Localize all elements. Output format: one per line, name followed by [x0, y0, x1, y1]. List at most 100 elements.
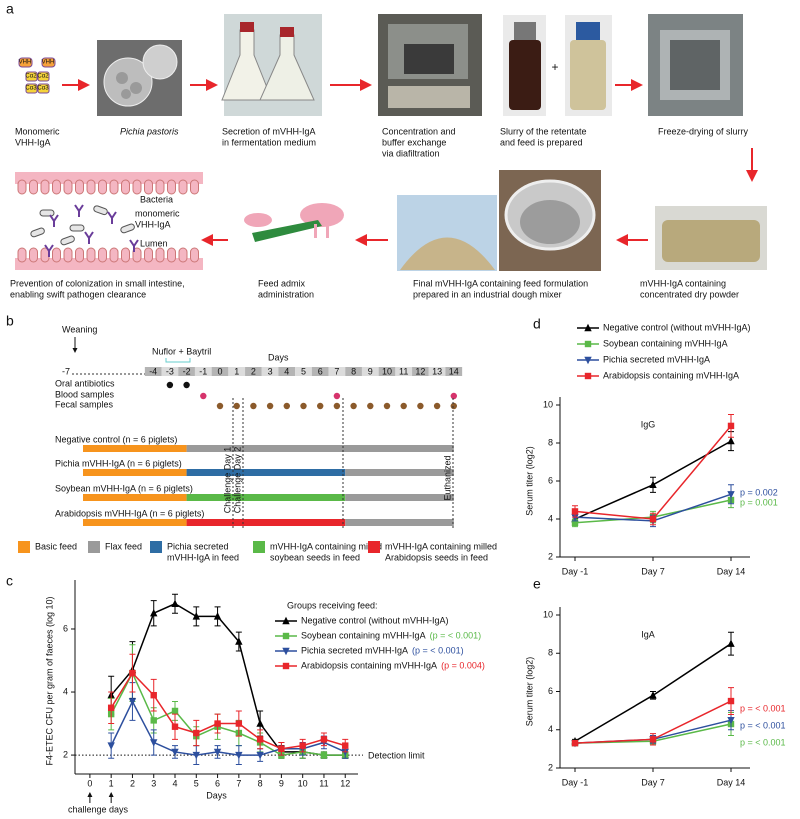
legend-title: Groups receiving feed:	[287, 600, 378, 610]
p-value: p = < 0.001	[740, 703, 786, 713]
p-value: (p = < 0.001)	[430, 630, 482, 640]
data-point	[192, 612, 200, 620]
villus	[52, 247, 61, 263]
data-point	[282, 647, 290, 656]
day-label: -7	[62, 366, 70, 376]
day-label: 1	[234, 366, 239, 376]
villus	[98, 247, 107, 263]
sample-dot	[216, 402, 224, 410]
sample-dot	[233, 402, 240, 410]
sample-dot	[283, 402, 290, 410]
y-tick-label: 6	[548, 475, 553, 485]
domain-label: Cα2	[37, 74, 49, 80]
x-tick-label: 10	[298, 778, 308, 788]
bacterium	[69, 224, 85, 232]
x-tick-label: Day -1	[562, 566, 589, 576]
villus	[155, 247, 165, 263]
sample-dot	[333, 402, 341, 410]
villus	[17, 179, 27, 195]
x-tick-label: 5	[194, 778, 199, 788]
legend-label: mVHH-IgA containing milled	[270, 541, 382, 551]
p-value: p = < 0.001	[740, 720, 786, 730]
y-tick-label: 10	[543, 609, 553, 619]
data-point	[320, 751, 328, 759]
feed-photos	[397, 170, 601, 271]
x-axis-label: Days	[206, 790, 227, 800]
day-label: 9	[368, 366, 373, 376]
feed-bar	[186, 469, 346, 476]
y-axis-label: Serum titer (log2)	[524, 657, 534, 727]
data-point	[649, 736, 657, 743]
day-band	[345, 367, 362, 376]
step-caption: Concentration and	[382, 126, 456, 136]
domain-label: Cα3	[37, 86, 49, 92]
x-tick-label: 6	[215, 778, 220, 788]
p-value: p = 0.002	[740, 488, 778, 498]
day-band	[178, 367, 195, 376]
sample-dot	[450, 392, 457, 400]
villus	[40, 179, 50, 195]
y-tick-label: 2	[548, 762, 553, 772]
step-caption: mVHH-IgA containing	[640, 278, 726, 288]
antibody-icon	[84, 231, 94, 244]
antibiotics-label: Nuflor + Baytril	[152, 346, 211, 356]
step-caption: Secretion of mVHH-IgA	[222, 126, 316, 136]
event-label: Euthanized	[442, 455, 452, 500]
antibody-icon	[107, 211, 117, 224]
data-point	[213, 748, 222, 757]
step-caption: buffer exchange	[382, 137, 446, 147]
feed-bar	[345, 494, 454, 501]
data-point	[171, 748, 179, 757]
data-point	[649, 515, 657, 523]
data-point	[150, 717, 157, 724]
antibody-icon	[129, 239, 139, 252]
villus	[144, 179, 153, 195]
legend-label: Flax feed	[105, 541, 142, 551]
data-point	[727, 491, 735, 499]
series-line	[110, 671, 346, 750]
freeze-dryer-photo	[648, 14, 743, 116]
y-tick-label: 4	[548, 513, 553, 523]
data-point	[256, 719, 264, 727]
domain-label: VHH	[42, 60, 55, 66]
x-tick-label: 0	[87, 778, 92, 788]
feed-bar	[186, 519, 346, 526]
day-label: -2	[183, 366, 191, 376]
day-label: 6	[318, 366, 323, 376]
data-point	[107, 742, 115, 750]
data-point	[584, 340, 592, 348]
bacterium	[120, 223, 135, 234]
day-band	[161, 367, 179, 376]
legend-label: Basic feed	[35, 541, 77, 551]
chart-title: IgG	[641, 419, 656, 429]
event-label: Challenge Day 1	[222, 447, 232, 514]
group-label: Negative control (n = 6 piglets)	[55, 434, 177, 444]
panel-letter: b	[6, 313, 14, 329]
day-label: 5	[301, 366, 306, 376]
data-point	[256, 736, 264, 743]
step-caption: VHH-IgA	[15, 137, 51, 147]
sample-dot	[317, 402, 324, 410]
day-label: 2	[251, 366, 256, 376]
data-point	[584, 372, 592, 380]
step-caption: and feed is prepared	[500, 137, 583, 147]
villus	[52, 179, 61, 195]
villus	[155, 179, 165, 195]
villus	[98, 179, 107, 195]
data-point	[128, 698, 137, 706]
sample-dot	[250, 402, 257, 410]
p-value: p = < 0.001	[740, 737, 786, 747]
panel-letter: d	[533, 316, 541, 332]
antibody-icon	[74, 204, 84, 217]
bacterium	[30, 227, 45, 238]
day-label: 10	[382, 366, 392, 376]
villus	[178, 247, 188, 263]
x-tick-label: 12	[340, 778, 350, 788]
data-point	[571, 508, 579, 515]
sample-dot	[266, 402, 274, 410]
day-band	[445, 367, 463, 376]
day-band	[311, 367, 329, 376]
day-band	[412, 367, 429, 376]
sample-label: Fecal samples	[55, 399, 114, 409]
